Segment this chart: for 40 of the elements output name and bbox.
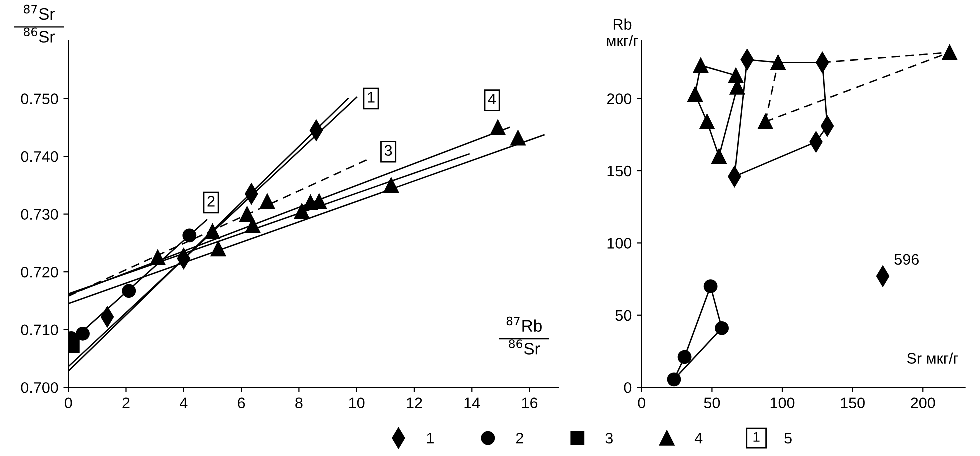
x-tick-label: 0 xyxy=(638,398,646,409)
y-tick-label: 0.750 xyxy=(21,94,58,104)
text: 5 xyxy=(784,433,792,444)
x-tick-label: 150 xyxy=(841,398,865,409)
y-tick-label: 200 xyxy=(607,94,632,104)
annotation: 2 xyxy=(208,196,215,207)
y-axis-title: $^{87}$Sr $^{86}$Sr xyxy=(24,4,55,43)
annotation: 4 xyxy=(488,94,496,104)
x-tick-label: 8 xyxy=(296,398,303,409)
text: 1 xyxy=(754,432,760,442)
x-axis-title: Sr мкг/г xyxy=(907,352,958,364)
x-tick-label: 6 xyxy=(238,398,246,409)
x-tick-label: 100 xyxy=(770,398,795,409)
x-tick-label: 4 xyxy=(180,398,188,408)
y-axis-title: Rb мкг/г xyxy=(607,18,638,46)
legend-label: 4 xyxy=(694,433,703,444)
x-axis-title: $^{87}$Rb $^{86}$Sr xyxy=(506,316,542,355)
y-tick-label: 0 xyxy=(624,382,632,394)
annotation: 596 xyxy=(894,254,919,266)
legend-label: 3 xyxy=(606,432,613,444)
x-tick-label: 10 xyxy=(350,398,365,409)
legend-label: 2 xyxy=(516,432,524,444)
x-tick-label: 50 xyxy=(704,398,720,409)
legend-label: 1 xyxy=(427,433,434,444)
y-tick-label: 150 xyxy=(608,166,632,177)
annotation: 1 xyxy=(368,92,375,103)
y-tick-label: 0.740 xyxy=(21,151,58,162)
x-tick-label: 14 xyxy=(464,398,480,408)
y-tick-label: 100 xyxy=(608,238,632,249)
y-tick-label: 0.710 xyxy=(21,324,58,336)
x-tick-label: 0 xyxy=(64,398,72,409)
y-tick-label: 0.700 xyxy=(21,382,58,394)
x-tick-label: 200 xyxy=(911,398,936,409)
x-tick-label: 12 xyxy=(407,398,422,408)
y-tick-label: 50 xyxy=(616,310,632,322)
y-tick-label: 0.730 xyxy=(21,209,58,220)
y-tick-label: 0.720 xyxy=(21,266,58,278)
x-tick-label: 16 xyxy=(522,398,538,409)
annotation: 3 xyxy=(384,145,392,156)
x-tick-label: 2 xyxy=(122,398,130,408)
